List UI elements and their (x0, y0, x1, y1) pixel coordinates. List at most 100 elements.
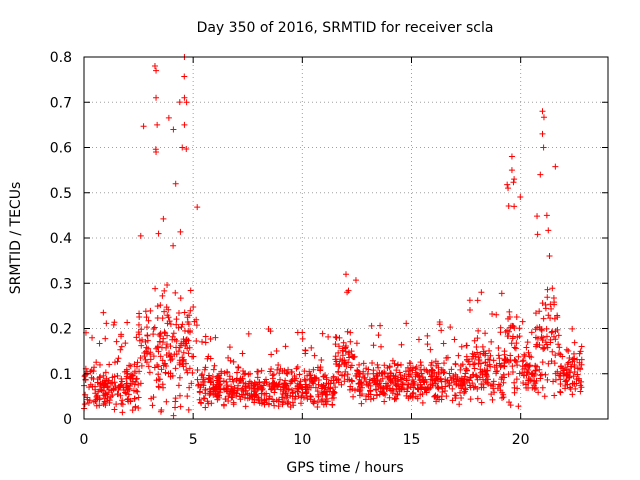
x-tick-label: 20 (512, 432, 530, 448)
data-point (197, 399, 204, 406)
data-point (534, 341, 541, 348)
x-axis: 0 5 10 15 20 (80, 57, 530, 448)
data-point (275, 381, 282, 388)
data-point (405, 395, 412, 402)
data-point (392, 373, 399, 380)
data-point (146, 369, 153, 376)
data-point (465, 358, 472, 365)
data-point (271, 380, 278, 387)
data-point (236, 393, 243, 400)
data-point (143, 314, 150, 321)
data-point (466, 361, 473, 368)
data-point (154, 361, 161, 368)
data-point (510, 333, 517, 340)
chart-title: Day 350 of 2016, SRMTID for receiver scl… (197, 20, 494, 36)
data-point (282, 377, 289, 384)
data-point (544, 376, 551, 383)
data-point (540, 144, 547, 151)
data-point (495, 381, 502, 388)
data-point (537, 171, 544, 178)
data-point (537, 375, 544, 382)
data-point (282, 389, 289, 396)
data-point (506, 328, 513, 335)
data-point (177, 228, 184, 235)
data-point (541, 345, 548, 352)
data-point (131, 395, 138, 402)
data-point (240, 391, 247, 398)
data-point (132, 378, 139, 385)
data-point (275, 361, 282, 368)
data-point (490, 357, 497, 364)
data-point (378, 343, 385, 350)
y-tick-label: 0.1 (50, 367, 72, 383)
data-point (419, 399, 426, 406)
data-point (375, 332, 382, 339)
data-point (330, 373, 337, 380)
data-point (332, 360, 339, 367)
data-point (403, 320, 410, 327)
data-point (443, 393, 450, 400)
data-point (111, 373, 118, 380)
data-point (111, 406, 118, 413)
data-point (569, 391, 576, 398)
data-point (375, 364, 382, 371)
data-point (115, 355, 122, 362)
data-point (220, 385, 227, 392)
data-point (180, 338, 187, 345)
data-point (304, 372, 311, 379)
data-point (230, 358, 237, 365)
data-point (557, 388, 564, 395)
data-point (382, 391, 389, 398)
data-point (276, 370, 283, 377)
data-point (157, 302, 164, 309)
data-point (500, 394, 507, 401)
data-point (449, 385, 456, 392)
data-point (552, 163, 559, 170)
data-point (184, 393, 191, 400)
data-point (519, 358, 526, 365)
data-point (497, 382, 504, 389)
data-point (464, 376, 471, 383)
data-point (525, 385, 532, 392)
data-point (440, 370, 447, 377)
data-point (565, 359, 572, 366)
data-point (520, 357, 527, 364)
data-point (318, 389, 325, 396)
data-point (471, 365, 478, 372)
data-point (427, 381, 434, 388)
data-point (172, 289, 179, 296)
data-point (523, 344, 530, 351)
data-point (347, 329, 354, 336)
data-point (104, 395, 111, 402)
data-point (194, 204, 201, 211)
data-point (450, 375, 457, 382)
data-point (184, 314, 191, 321)
data-point (185, 337, 192, 344)
data-point (453, 380, 460, 387)
data-point (233, 377, 240, 384)
data-point (373, 380, 380, 387)
data-point (188, 380, 195, 387)
data-point (170, 412, 177, 419)
data-point (444, 354, 451, 361)
data-point (394, 391, 401, 398)
data-point (144, 332, 151, 339)
data-point (481, 366, 488, 373)
data-point (245, 330, 252, 337)
data-point (317, 367, 324, 374)
data-point (342, 359, 349, 366)
data-point (169, 333, 176, 340)
data-point (153, 67, 160, 74)
data-point (364, 370, 371, 377)
data-point (283, 370, 290, 377)
data-point (576, 350, 583, 357)
data-point (124, 396, 131, 403)
data-point (536, 366, 543, 373)
data-point (519, 318, 526, 325)
data-point (269, 375, 276, 382)
data-point (190, 353, 197, 360)
data-point (153, 149, 160, 156)
data-point (552, 376, 559, 383)
data-point (310, 366, 317, 373)
data-point (158, 407, 165, 414)
